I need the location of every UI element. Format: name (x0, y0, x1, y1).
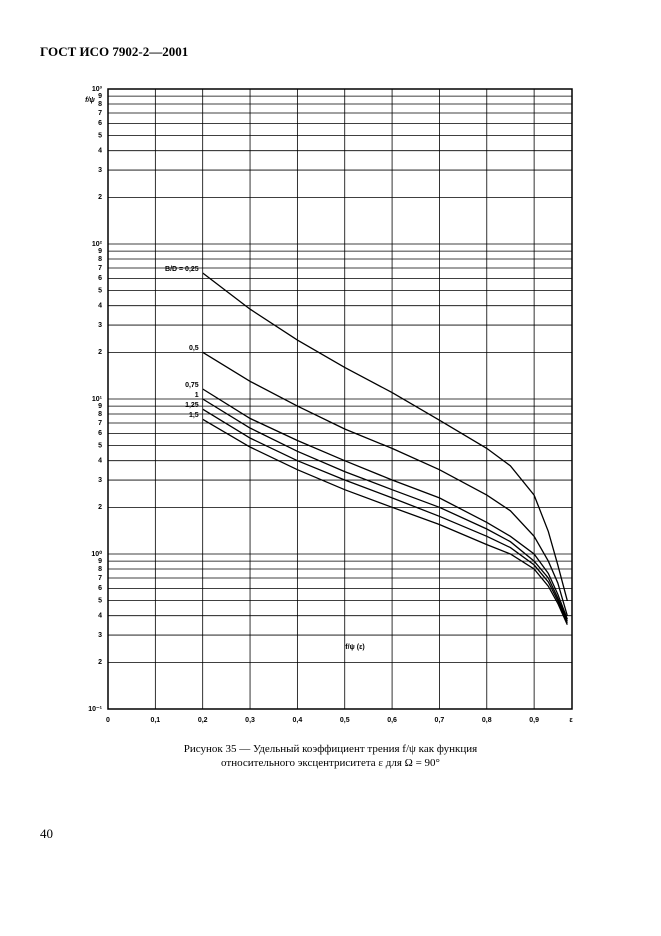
y-tick-label: 5 (98, 288, 102, 295)
y-axis-label: f/ψ (85, 97, 95, 104)
x-tick-label: 0,6 (387, 717, 397, 724)
y-tick-label: 5 (98, 133, 102, 140)
caption-line: Рисунок 35 — Удельный коэффициент трения… (183, 743, 478, 755)
x-tick-label: 0,3 (245, 717, 255, 724)
y-tick-label: 4 (98, 303, 102, 310)
y-tick-label: 3 (98, 477, 102, 484)
series-line (202, 351, 568, 616)
y-tick-label: 9 (98, 558, 102, 565)
y-tick-label: 3 (98, 632, 102, 639)
annotation: f/ψ (ε) (345, 644, 364, 651)
y-tick-label: 10⁻¹ (88, 706, 102, 713)
series-line (202, 388, 568, 620)
x-axis-label: ε (569, 717, 573, 724)
y-tick-label: 4 (98, 458, 102, 465)
y-tick-label: 8 (98, 101, 102, 108)
y-tick-label: 9 (98, 93, 102, 100)
legend-label: B/D = 0,25 (165, 266, 199, 273)
legend-label: 0,75 (185, 382, 199, 389)
y-tick-label: 4 (98, 148, 102, 155)
y-tick-label: 5 (98, 598, 102, 605)
x-tick-label: 0,9 (529, 717, 539, 724)
legend-label: 1,5 (189, 412, 199, 419)
y-tick-label: 10¹ (92, 396, 103, 403)
x-tick-label: 0 (106, 717, 110, 724)
y-tick-label: 8 (98, 256, 102, 263)
y-tick-label: 9 (98, 248, 102, 255)
page-number: 40 (40, 826, 53, 841)
y-tick-label: 10² (92, 241, 103, 248)
y-tick-label: 2 (98, 504, 102, 511)
y-tick-label: 2 (98, 349, 102, 356)
x-tick-label: 0,1 (150, 717, 160, 724)
x-tick-label: 0,4 (293, 717, 303, 724)
y-tick-label: 9 (98, 403, 102, 410)
series-line (202, 272, 568, 601)
y-tick-label: 8 (98, 566, 102, 573)
x-tick-label: 0,7 (435, 717, 445, 724)
series-line (202, 408, 568, 624)
y-tick-label: 2 (98, 659, 102, 666)
y-tick-label: 10⁰ (91, 550, 102, 558)
header: ГОСТ ИСО 7902-2—2001 (40, 44, 189, 59)
legend-label: 1,25 (185, 402, 199, 409)
y-tick-label: 6 (98, 275, 102, 282)
y-tick-label: 7 (98, 575, 102, 582)
x-tick-label: 0,8 (482, 717, 492, 724)
y-tick-label: 10³ (92, 86, 103, 93)
series-line (202, 418, 568, 625)
y-tick-label: 6 (98, 585, 102, 592)
y-tick-label: 8 (98, 411, 102, 418)
legend-label: 0,5 (189, 345, 199, 352)
caption-line: относительного эксцентриситета ε для Ω =… (221, 757, 440, 769)
y-tick-label: 7 (98, 110, 102, 117)
series-line (202, 398, 568, 622)
x-tick-label: 0,5 (340, 717, 350, 724)
x-tick-label: 0,2 (198, 717, 208, 724)
chart: f/ψ ε f/ψ (ε) 10⁻¹2345678910⁰2345678910¹… (85, 86, 573, 724)
y-tick-label: 6 (98, 120, 102, 127)
y-tick-label: 4 (98, 613, 102, 620)
y-tick-label: 5 (98, 443, 102, 450)
y-tick-label: 3 (98, 322, 102, 329)
y-tick-label: 6 (98, 430, 102, 437)
y-tick-label: 7 (98, 420, 102, 427)
y-tick-label: 2 (98, 194, 102, 201)
y-tick-label: 7 (98, 265, 102, 272)
y-tick-label: 3 (98, 167, 102, 174)
legend-label: 1 (195, 392, 199, 399)
